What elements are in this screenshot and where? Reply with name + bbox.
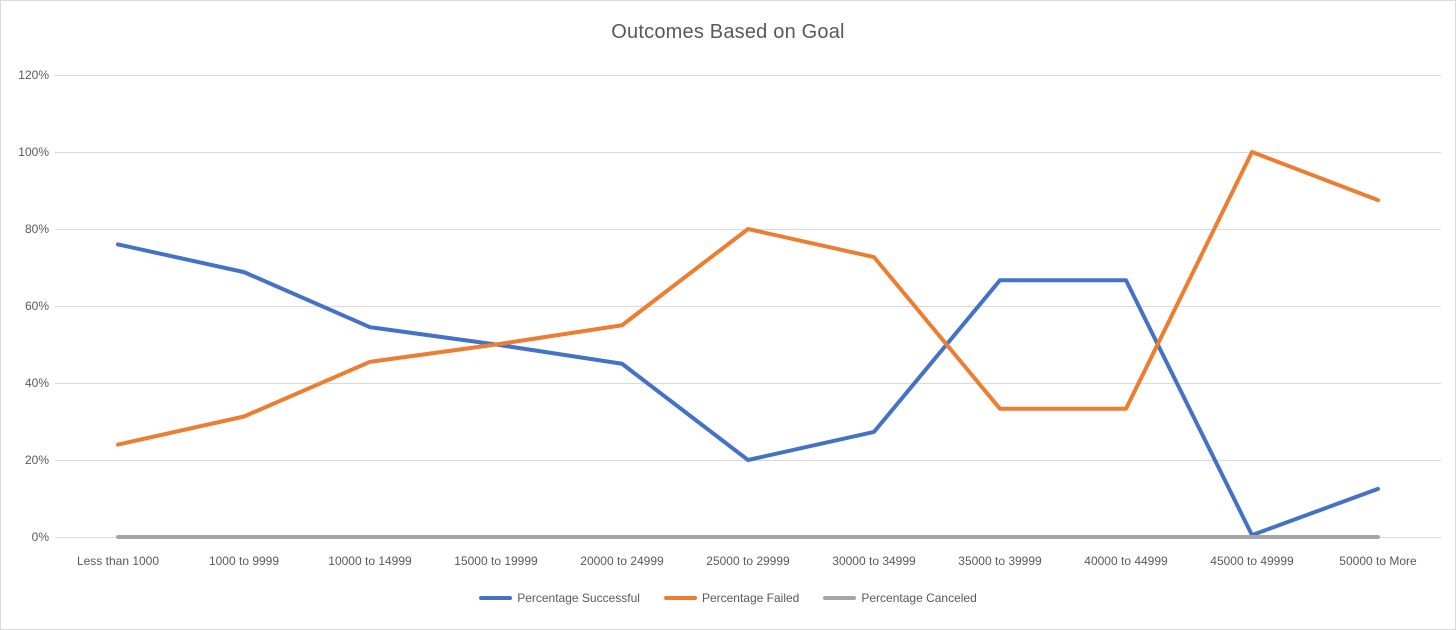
y-axis-tick-label: 120% (18, 68, 49, 82)
series-line-percentage-failed (116, 150, 1380, 447)
legend-label: Percentage Failed (701, 591, 800, 605)
legend-item-percentage-successful: Percentage Successful (479, 591, 640, 605)
legend-item-percentage-failed: Percentage Failed (663, 591, 800, 605)
legend-label: Percentage Successful (517, 591, 640, 605)
series-line-percentage-successful (116, 242, 1380, 538)
chart-legend: Percentage Successful Percentage Failed Pe… (1, 591, 1455, 605)
legend-swatch (479, 596, 513, 600)
x-axis-category-label: 10000 to 14999 (328, 554, 412, 568)
y-axis-tick-labels: 0% 20% 40% 60% 80% 100% 120% (18, 68, 49, 544)
chart-title: Outcomes Based on Goal (611, 21, 845, 43)
x-axis-category-label: Less than 1000 (77, 554, 159, 568)
legend-label: Percentage Canceled (861, 591, 977, 605)
x-axis-category-label: 40000 to 44999 (1084, 554, 1168, 568)
x-axis-category-label: 15000 to 19999 (454, 554, 538, 568)
legend-swatch (663, 596, 697, 600)
y-axis-tick-label: 80% (25, 222, 49, 236)
x-axis-category-label: 20000 to 24999 (580, 554, 664, 568)
x-axis-category-label: 50000 to More (1339, 554, 1417, 568)
legend-swatch (823, 596, 857, 600)
x-axis-category-label: 1000 to 9999 (209, 554, 279, 568)
gridlines (55, 75, 1441, 538)
y-axis-tick-label: 60% (25, 299, 49, 313)
y-axis-tick-label: 0% (32, 530, 50, 544)
y-axis-tick-label: 100% (18, 145, 49, 159)
legend-item-percentage-canceled: Percentage Canceled (823, 591, 977, 605)
y-axis-tick-label: 20% (25, 453, 49, 467)
x-axis-category-label: 45000 to 49999 (1210, 554, 1294, 568)
x-axis-category-label: 30000 to 34999 (832, 554, 916, 568)
x-axis-category-labels: Less than 1000 1000 to 9999 10000 to 14999… (77, 554, 1417, 568)
x-axis-category-label: 35000 to 39999 (958, 554, 1042, 568)
y-axis-tick-label: 40% (25, 376, 49, 390)
x-axis-category-label: 25000 to 29999 (706, 554, 790, 568)
